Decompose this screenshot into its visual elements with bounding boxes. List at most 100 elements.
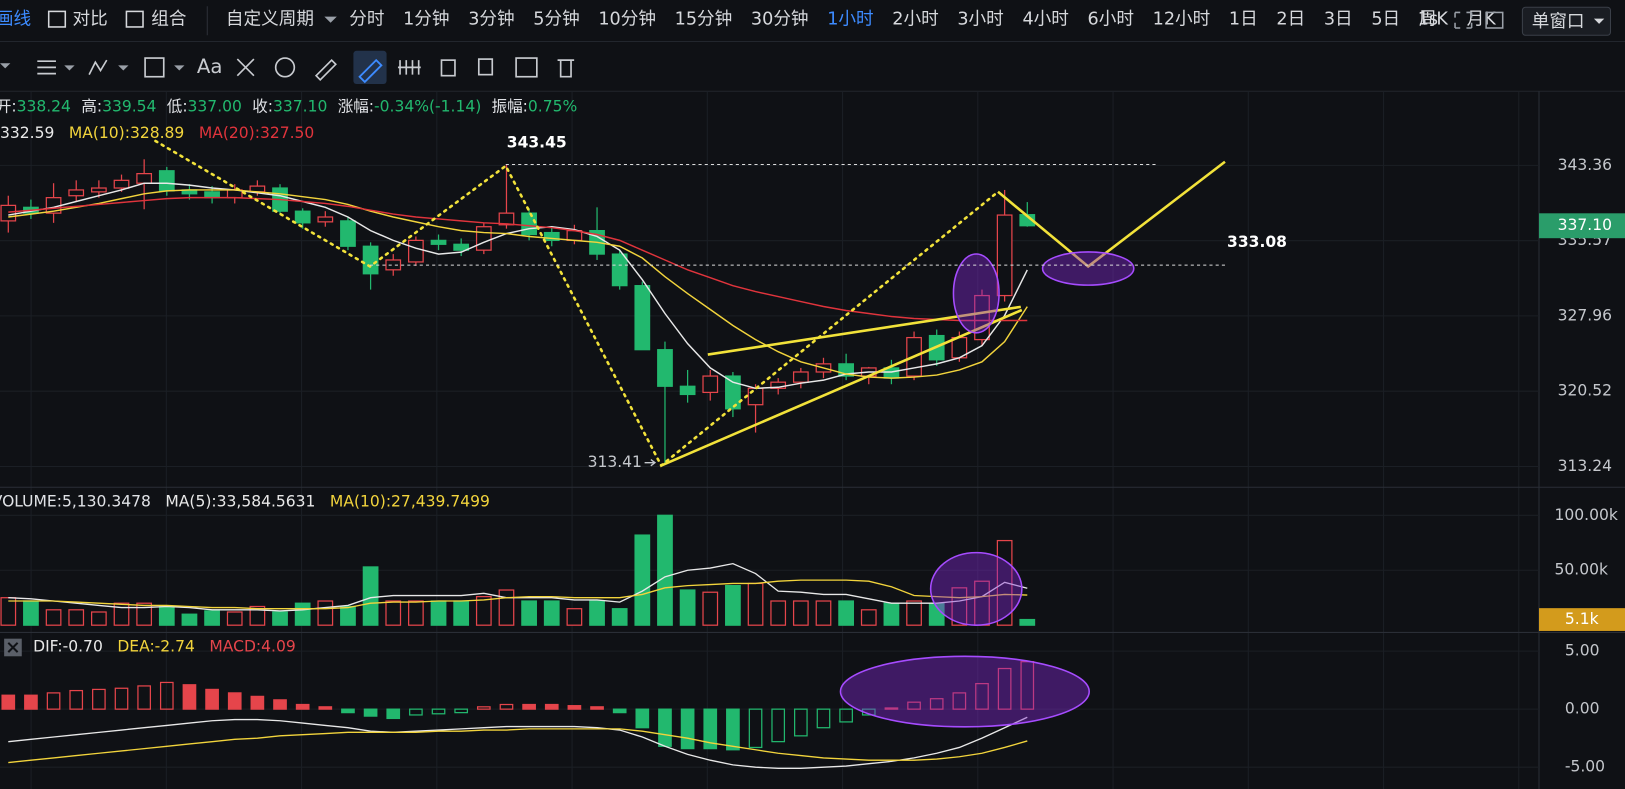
zigzag-drawing[interactable] <box>154 139 1000 468</box>
y-tick-label: 0.00 <box>1565 700 1600 718</box>
low-label: 313.41 <box>588 453 642 471</box>
volume-bar <box>770 600 787 626</box>
volume-bar <box>679 589 696 626</box>
tool-icon[interactable] <box>397 60 421 75</box>
period-tab[interactable]: 2日 <box>1276 10 1305 30</box>
tool-icons <box>37 57 575 82</box>
period-tab[interactable]: 10分钟 <box>598 10 656 30</box>
macd-bar <box>205 688 219 710</box>
y-tick-label: 327.96 <box>1558 306 1612 324</box>
trend-line[interactable] <box>660 308 1023 467</box>
macd-bar <box>703 708 718 750</box>
candle-body <box>430 239 447 245</box>
legend-entry: MA(20):327.50 <box>199 124 314 142</box>
period-tab[interactable]: 月K <box>1467 10 1497 30</box>
projection-line[interactable] <box>997 160 1226 269</box>
compare[interactable]: 对比 <box>73 10 108 30</box>
volume-bar <box>45 609 62 626</box>
volume-bar <box>1019 618 1036 626</box>
compare-icon[interactable] <box>47 10 67 28</box>
macd-bar <box>816 708 831 729</box>
macd-bar <box>227 692 242 710</box>
candle-body <box>0 204 17 222</box>
macd-bar <box>590 706 604 710</box>
window-label[interactable]: 单窗口 <box>1532 12 1585 32</box>
period-tab[interactable]: 15分钟 <box>675 10 733 30</box>
combo-icon[interactable] <box>125 10 144 28</box>
legend-entry: VOLUME:5,130.3478 <box>0 492 151 510</box>
custom-period[interactable]: 自定义周期 <box>226 10 314 30</box>
legend-entry: MACD:4.09 <box>209 637 295 655</box>
volume-bar <box>475 595 492 626</box>
highlight-ellipse[interactable] <box>839 655 1090 728</box>
active-tool-icon[interactable] <box>358 58 383 84</box>
highlight-ellipse[interactable] <box>929 551 1023 626</box>
period-tab[interactable]: 30分钟 <box>751 10 809 30</box>
candle-body <box>747 387 764 406</box>
tool-icon[interactable] <box>144 57 165 78</box>
current-price-label: 337.10 <box>1558 216 1612 234</box>
period-tab[interactable]: 5日 <box>1371 10 1400 30</box>
period-tab[interactable]: 4小时 <box>1022 10 1068 30</box>
close-glyph <box>7 642 19 653</box>
period-tab[interactable]: 2小时 <box>892 10 938 30</box>
legend-entry: MA(10):328.89 <box>69 124 184 142</box>
plot: 343.36335.57327.96320.52313.24100.00k50.… <box>0 156 1618 776</box>
fullscreen-icon[interactable] <box>1454 11 1473 29</box>
tool-icon[interactable] <box>477 58 494 76</box>
period-tab[interactable]: 分时 <box>349 10 384 30</box>
period-tab[interactable]: 3小时 <box>957 10 1003 30</box>
combo[interactable]: 组合 <box>151 10 187 30</box>
macd-bar <box>997 667 1012 710</box>
window-icon[interactable] <box>1485 11 1504 29</box>
speed[interactable]: 1s <box>1418 10 1438 30</box>
volume-bar <box>408 600 424 626</box>
tool-icon[interactable] <box>88 59 108 76</box>
candle-body <box>408 239 424 263</box>
periods: 分时 1分钟 3分钟 5分钟 10分钟 15分钟 30分钟 1小时 2小时 3小时 4小时 6小时 12… <box>349 10 1496 30</box>
macd-bar <box>454 708 469 714</box>
period-tab[interactable]: 1小时 <box>827 10 873 30</box>
current-price-box <box>1538 213 1625 239</box>
period-tab[interactable]: 周K <box>1419 10 1449 30</box>
macd-bar <box>839 708 853 723</box>
tool-icon[interactable] <box>274 57 296 78</box>
macd-bar <box>159 681 174 710</box>
candle-body <box>498 212 515 226</box>
candle-body <box>136 173 153 184</box>
window-button[interactable] <box>1521 6 1612 36</box>
highlight-ellipse[interactable] <box>952 253 1000 334</box>
tool-icon[interactable] <box>37 60 56 75</box>
tool-icon[interactable] <box>314 58 337 82</box>
period-tab[interactable]: 5分钟 <box>533 10 579 30</box>
tool-icon[interactable] <box>236 58 255 77</box>
candle-body <box>679 385 696 396</box>
font-tool[interactable]: Aa <box>197 55 223 78</box>
macd-bar <box>409 708 423 716</box>
period-tab[interactable]: 3日 <box>1324 10 1353 30</box>
y-tick-label: 343.36 <box>1558 156 1612 174</box>
tool-icon[interactable] <box>515 57 538 78</box>
candle-body <box>113 179 130 189</box>
volume-bar <box>860 609 877 626</box>
period-tab[interactable]: 1日 <box>1229 10 1258 30</box>
period-tab[interactable]: 6小时 <box>1088 10 1134 30</box>
period-tab[interactable]: 12小时 <box>1153 10 1211 30</box>
tool-icon[interactable] <box>557 59 575 78</box>
macd-bar <box>907 701 921 710</box>
macd-bar <box>182 684 197 710</box>
period-tab[interactable]: 3分钟 <box>468 10 514 30</box>
volume-bar <box>815 600 832 626</box>
tool-icon[interactable] <box>440 59 456 77</box>
low-arrow <box>644 459 657 467</box>
trend-line[interactable] <box>707 305 1022 356</box>
candle-body <box>611 253 628 287</box>
period-tab[interactable]: 1分钟 <box>403 10 449 30</box>
volume-bar <box>498 589 515 626</box>
volume-bar <box>453 600 470 626</box>
macd-bar <box>46 692 61 710</box>
highlight-ellipse[interactable] <box>1041 251 1135 286</box>
volume-bar <box>589 600 605 626</box>
draw-tool[interactable]: 画线 <box>0 10 31 30</box>
